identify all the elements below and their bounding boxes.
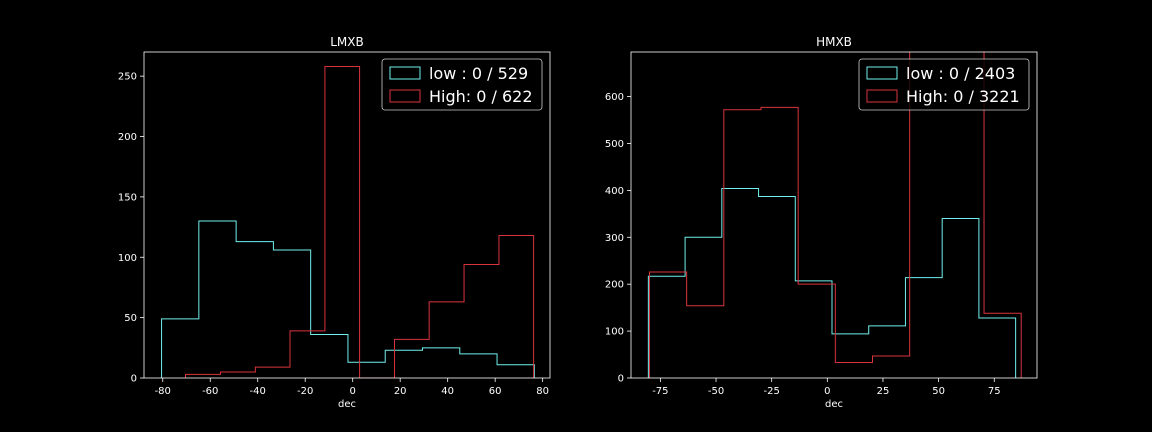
axes-frame — [630, 51, 1038, 379]
x-tick-label: -25 — [764, 386, 780, 397]
x-tick-label: -75 — [652, 386, 668, 397]
y-tick-label: 100 — [118, 253, 137, 264]
y-tick-label: 300 — [605, 233, 624, 244]
y-tick-label: 500 — [605, 139, 624, 150]
y-tick-label: 150 — [118, 192, 137, 203]
x-tick-label: -50 — [708, 386, 724, 397]
legend-label-0: low : 0 / 2403 — [906, 64, 1015, 83]
y-tick-label: 400 — [605, 186, 624, 197]
chart-panel-0: -80 -60 -40 -20 0 20 40 60 80 0 50 100 150 200 250 LMXB… — [118, 35, 551, 410]
x-axis-label: dec — [825, 399, 843, 410]
legend-swatch-1 — [866, 89, 898, 103]
y-tick-label: 100 — [605, 327, 624, 338]
y-tick-label: 0 — [131, 374, 137, 385]
legend-label-1: High: 0 / 622 — [429, 87, 533, 106]
x-tick-label: 60 — [489, 386, 502, 397]
histogram-series-0 — [647, 187, 1017, 378]
y-tick-label: 0 — [618, 374, 624, 385]
x-tick-label: 20 — [394, 386, 407, 397]
chart-title: LMXB — [330, 35, 364, 49]
x-tick-label: 0 — [350, 386, 356, 397]
x-tick-label: 50 — [932, 386, 945, 397]
histogram-series-1 — [648, 52, 1022, 378]
x-tick-label: -60 — [202, 386, 218, 397]
x-tick-label: -20 — [297, 386, 313, 397]
chart-panel-1: -75 -50 -25 0 25 50 75 0 100 200 300 400 500 600 HMXB d… — [605, 35, 1038, 410]
legend-swatch-0 — [389, 66, 421, 80]
legend-label-1: High: 0 / 3221 — [906, 87, 1020, 106]
legend-label-0: low : 0 / 529 — [429, 64, 528, 83]
axes-frame — [143, 51, 551, 379]
x-tick-label: -40 — [250, 386, 266, 397]
legend-swatch-1 — [389, 89, 421, 103]
y-tick-label: 600 — [605, 92, 624, 103]
x-tick-label: 75 — [988, 386, 1001, 397]
x-tick-label: -80 — [155, 386, 171, 397]
histogram-series-0 — [161, 220, 535, 378]
y-tick-label: 50 — [124, 313, 137, 324]
legend-box — [381, 58, 543, 111]
chart-title: HMXB — [816, 35, 852, 49]
x-axis-label: dec — [338, 399, 356, 410]
y-tick-label: 250 — [118, 72, 137, 83]
histogram-series-1 — [185, 65, 535, 378]
legend-swatch-0 — [866, 66, 898, 80]
x-tick-label: 25 — [877, 386, 890, 397]
y-tick-label: 200 — [605, 280, 624, 291]
x-tick-label: 40 — [441, 386, 454, 397]
x-tick-label: 80 — [536, 386, 549, 397]
y-tick-label: 200 — [118, 132, 137, 143]
legend-box — [858, 58, 1030, 111]
x-tick-label: 0 — [824, 386, 830, 397]
